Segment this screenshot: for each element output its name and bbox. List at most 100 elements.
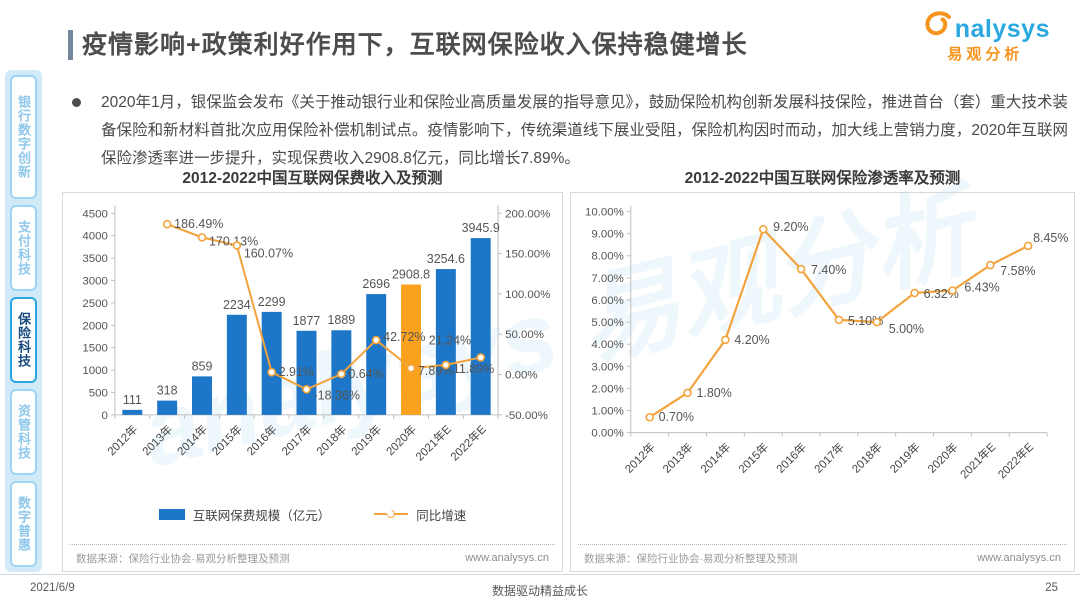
footer-page-number: 25 [1045, 582, 1058, 594]
logo-swoosh-icon [921, 10, 955, 42]
svg-text:0.64%: 0.64% [348, 367, 383, 381]
premium-chart-box: 0 500 1000 1500 2000 2500 3000 3500 4000 4500 -50.… [62, 192, 563, 572]
svg-text:2013年: 2013年 [139, 422, 175, 458]
svg-text:1.80%: 1.80% [697, 386, 732, 400]
svg-text:2022年E: 2022年E [447, 422, 489, 464]
svg-text:21.24%: 21.24% [429, 333, 471, 347]
line-legend-label: 同比增速 [416, 508, 467, 523]
svg-text:2016年: 2016年 [244, 422, 280, 458]
svg-text:2500: 2500 [82, 298, 108, 310]
svg-text:2019年: 2019年 [887, 440, 923, 476]
svg-text:150.00%: 150.00% [505, 249, 550, 261]
bullet-icon [72, 98, 81, 107]
penetration-chart-svg: 0.00% 1.00% 2.00% 3.00% 4.00% 5.00% 6.00% 7.00%… [585, 205, 1068, 482]
svg-text:2017年: 2017年 [811, 440, 847, 476]
svg-text:2013年: 2013年 [660, 440, 696, 476]
title-accent-bar [68, 30, 73, 60]
premium-chart: 0 500 1000 1500 2000 2500 3000 3500 4000 4500 -50.… [67, 197, 558, 502]
svg-text:2019年: 2019年 [348, 422, 384, 458]
svg-text:7.58%: 7.58% [1000, 264, 1035, 278]
svg-text:2016年: 2016年 [773, 440, 809, 476]
svg-text:5.00%: 5.00% [889, 322, 924, 336]
svg-text:50.00%: 50.00% [505, 329, 544, 341]
svg-text:186.49%: 186.49% [174, 217, 223, 231]
bar-legend-label: 互联网保费规模（亿元） [192, 508, 331, 523]
svg-text:2018年: 2018年 [849, 440, 885, 476]
premium-chart-title: 2012-2022中国互联网保费收入及预测 [182, 170, 443, 187]
svg-text:2000: 2000 [82, 320, 108, 332]
sidebar: 银行数字创新支付科技保险科技资管科技数字普惠 [5, 70, 42, 572]
svg-text:0.70%: 0.70% [659, 410, 694, 424]
svg-text:-50.00%: -50.00% [505, 410, 548, 422]
penetration-chart-title: 2012-2022中国互联网保险渗透率及预测 [684, 170, 961, 187]
legend-item-line: 同比增速 [374, 505, 466, 524]
sidebar-item-3[interactable]: 保险科技 [10, 297, 37, 383]
svg-text:3945.9: 3945.9 [462, 221, 500, 235]
svg-text:0.00%: 0.00% [591, 428, 623, 440]
sidebar-item-2[interactable]: 支付科技 [10, 205, 37, 291]
svg-text:8.45%: 8.45% [1033, 231, 1068, 245]
premium-source-site: www.analysys.cn [465, 552, 549, 564]
sidebar-item-1[interactable]: 银行数字创新 [10, 75, 37, 199]
penetration-chart: 0.00% 1.00% 2.00% 3.00% 4.00% 5.00% 6.00% 7.00%… [575, 197, 1070, 502]
svg-text:2012年: 2012年 [104, 422, 140, 458]
svg-text:2015年: 2015年 [209, 422, 245, 458]
footer-slogan: 数据驱动精益成长 [491, 584, 588, 598]
premium-source-row: 数据来源：保险行业协会·易观分析整理及预测 www.analysys.cn [70, 544, 555, 571]
svg-text:160.07%: 160.07% [244, 246, 293, 260]
svg-text:-18.36%: -18.36% [313, 388, 359, 402]
svg-text:2017年: 2017年 [279, 422, 315, 458]
sidebar-item-4[interactable]: 资管科技 [10, 389, 37, 475]
svg-text:3.00%: 3.00% [591, 361, 623, 373]
svg-text:5.00%: 5.00% [591, 317, 623, 329]
svg-text:2.00%: 2.00% [591, 383, 623, 395]
svg-text:4000: 4000 [82, 231, 108, 243]
svg-text:3254.6: 3254.6 [427, 252, 465, 266]
svg-text:2015年: 2015年 [735, 440, 771, 476]
penetration-source-text: 数据来源：保险行业协会·易观分析整理及预测 [584, 552, 798, 565]
svg-text:11.89%: 11.89% [453, 362, 494, 376]
penetration-chart-box: 0.00% 1.00% 2.00% 3.00% 4.00% 5.00% 6.00% 7.00%… [570, 192, 1075, 572]
svg-text:100.00%: 100.00% [505, 289, 550, 301]
svg-text:10.00%: 10.00% [585, 207, 624, 219]
penetration-source-site: www.analysys.cn [977, 552, 1061, 564]
svg-text:0: 0 [102, 410, 108, 422]
svg-text:8.00%: 8.00% [591, 251, 623, 263]
svg-text:3500: 3500 [82, 253, 108, 265]
svg-text:4.20%: 4.20% [734, 333, 769, 347]
svg-text:42.72%: 42.72% [383, 330, 425, 344]
svg-text:200.00%: 200.00% [505, 208, 550, 220]
bar-legend-swatch-icon [158, 508, 185, 520]
svg-text:4.00%: 4.00% [591, 339, 623, 351]
logo-chinese-text: 易观分析 [947, 46, 1024, 63]
svg-text:4500: 4500 [82, 208, 108, 220]
svg-text:3000: 3000 [82, 275, 108, 287]
svg-text:2014年: 2014年 [174, 422, 210, 458]
svg-text:1.00%: 1.00% [591, 406, 623, 418]
svg-text:859: 859 [192, 359, 213, 373]
svg-text:7.40%: 7.40% [811, 263, 846, 277]
svg-text:2.91%: 2.91% [279, 365, 314, 379]
svg-text:1500: 1500 [82, 343, 108, 355]
penetration-source-row: 数据来源：保险行业协会·易观分析整理及预测 www.analysys.cn [578, 544, 1067, 571]
summary-text: 2020年1月，银保监会发布《关于推动银行业和保险业高质量发展的指导意见》，鼓励… [101, 94, 1068, 167]
svg-text:111: 111 [123, 393, 142, 407]
svg-text:1000: 1000 [82, 365, 108, 377]
svg-text:2021年E: 2021年E [957, 440, 999, 482]
svg-text:2908.8: 2908.8 [392, 268, 430, 282]
svg-text:1889: 1889 [327, 313, 355, 327]
svg-text:2021年E: 2021年E [413, 422, 455, 464]
svg-text:2020年: 2020年 [925, 440, 961, 476]
analysys-logo: nalysys 易观分析 [921, 10, 1050, 62]
sidebar-item-5[interactable]: 数字普惠 [10, 481, 37, 567]
svg-text:2022年E: 2022年E [995, 440, 1037, 482]
svg-text:2696: 2696 [362, 277, 390, 291]
svg-text:1877: 1877 [293, 314, 321, 328]
legend-item-bars: 互联网保费规模（亿元） [158, 505, 331, 524]
svg-text:170.13%: 170.13% [209, 234, 258, 248]
svg-text:6.00%: 6.00% [591, 295, 623, 307]
svg-text:2018年: 2018年 [313, 422, 349, 458]
svg-text:2020年: 2020年 [383, 422, 419, 458]
svg-text:9.00%: 9.00% [591, 229, 623, 241]
